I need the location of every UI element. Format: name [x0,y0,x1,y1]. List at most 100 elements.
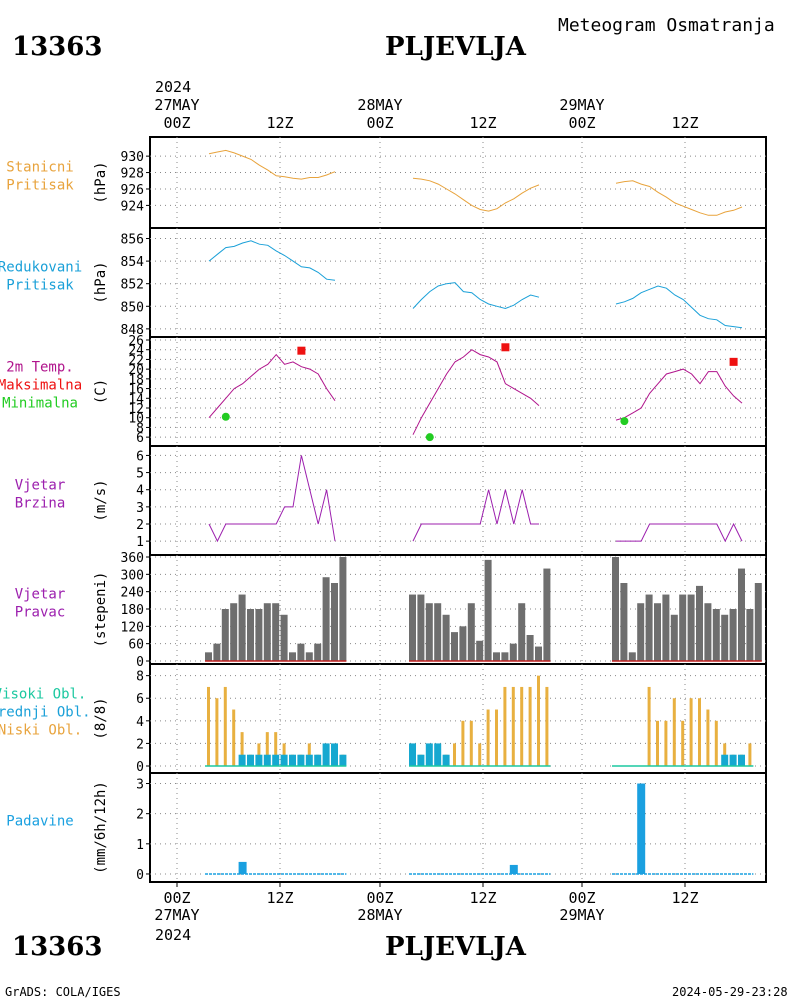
top-year: 2024 [155,78,191,96]
bar [339,557,347,661]
y-tick-label: 926 [121,183,144,198]
bar-low-cloud [478,743,482,766]
bar [322,577,330,661]
bar-low-cloud [647,686,651,766]
bar [687,594,695,661]
station-name-bottom: PLJEVLJA [385,932,527,962]
bar-mid-cloud [247,754,254,766]
panel-frame [149,445,767,556]
bar [493,652,500,661]
footer-right: 2024-05-29-23:28 [672,985,788,999]
panel-frame [149,227,767,338]
panel-label-line: 2m Temp. [6,360,73,376]
y-tick-label: 6 [136,431,144,446]
bar-mid-cloud [297,754,305,766]
bar-low-cloud [215,698,219,766]
y-tick-label: 22 [128,353,144,368]
y-tick-label: 20 [128,363,144,378]
bar [314,643,322,661]
bar [679,594,687,661]
station-name-top: PLJEVLJA [385,32,527,62]
top-time-label: 00Z [366,114,393,132]
station-id-bottom: 13363 [12,932,102,962]
y-tick-label: 6 [136,449,144,464]
bar-low-cloud [672,698,676,766]
series-line [616,522,743,543]
series-line [412,489,539,542]
bar [272,603,280,661]
top-time-label: 00Z [568,114,595,132]
y-tick-label: 8 [136,670,144,685]
panel-label-line: Visoki Obl. [0,687,86,703]
bottom-time-label: 00Z [163,889,190,907]
bar-mid-cloud [238,754,246,766]
bar [221,609,229,661]
bar [467,603,475,661]
max-temp-marker [297,346,306,355]
bar-low-cloud [656,720,659,766]
panel-2: 856 854 852 850 848 (hPa) Redukovani Pritisak [0,227,767,338]
bar-mid-cloud [409,743,416,766]
bar-low-cloud [503,686,507,766]
bar [620,583,628,661]
y-tick-label: 180 [121,603,144,618]
series-line [615,180,743,216]
bar [213,643,221,661]
bar-low-cloud [461,720,465,766]
bottom-time-label: 12Z [671,889,698,907]
panel-label-line: Maksimalna [0,378,82,394]
panel-frame [149,336,767,447]
bottom-time-label: 12Z [469,889,496,907]
y-axis-label: (mm/6h/12h) [93,781,109,874]
top-time-label: 12Z [266,114,293,132]
bar-mid-cloud [729,754,737,766]
bar [662,594,670,661]
panel-5: 360 300 240 180 120 60 0 (stepeni) Vjetar Pravac [15,551,767,670]
bar [712,609,720,661]
max-temp-marker [501,343,510,352]
y-tick-label: 4 [136,715,144,730]
bar [526,635,534,661]
bar [637,603,645,661]
series-line [412,282,540,310]
y-tick-label: 1 [136,535,144,550]
y-tick-label: 4 [136,484,144,499]
series-line [615,285,743,329]
bar-mid-cloud [425,743,433,766]
y-tick-label: 2 [136,808,144,823]
panel-label-line: Pritisak [6,278,74,294]
bar [645,594,653,661]
bar-precip [509,864,518,874]
bar-low-cloud [520,686,524,766]
bar [459,626,467,661]
bar [501,652,509,661]
series-line [412,177,540,212]
bar-mid-cloud [263,754,271,766]
y-tick-label: 850 [121,300,144,315]
y-tick-label: 24 [128,344,144,359]
bottom-date-label: 29MAY [559,906,604,924]
meteogram-title: Meteogram Osmatranja [558,15,775,36]
panel-7: 3 2 1 0 (mm/6h/12h) Padavine [6,772,767,883]
y-tick-label: 0 [136,760,144,775]
y-axis-label: (m/s) [93,479,109,521]
bar [297,643,305,661]
bar [535,646,542,661]
y-axis-label: (stepeni) [93,572,109,648]
panel-label-line: Redukovani [0,260,82,276]
y-tick-label: 2 [136,737,144,752]
bar [518,603,526,661]
header: Meteogram Osmatranja 13363 PLJEVLJA 2024 [12,15,775,96]
panel-label-line: Padavine [6,814,73,830]
panel-label-line: Pravac [15,605,66,621]
bar-low-cloud [545,686,549,766]
top-date-label: 29MAY [559,96,604,114]
bar-mid-cloud [339,754,347,766]
bar-low-cloud [469,720,473,766]
min-temp-marker [425,433,434,442]
bar-low-cloud [706,709,710,766]
bar-mid-cloud [280,754,288,766]
bar-low-cloud [748,743,752,766]
bar [280,614,288,661]
series-line [208,455,336,543]
